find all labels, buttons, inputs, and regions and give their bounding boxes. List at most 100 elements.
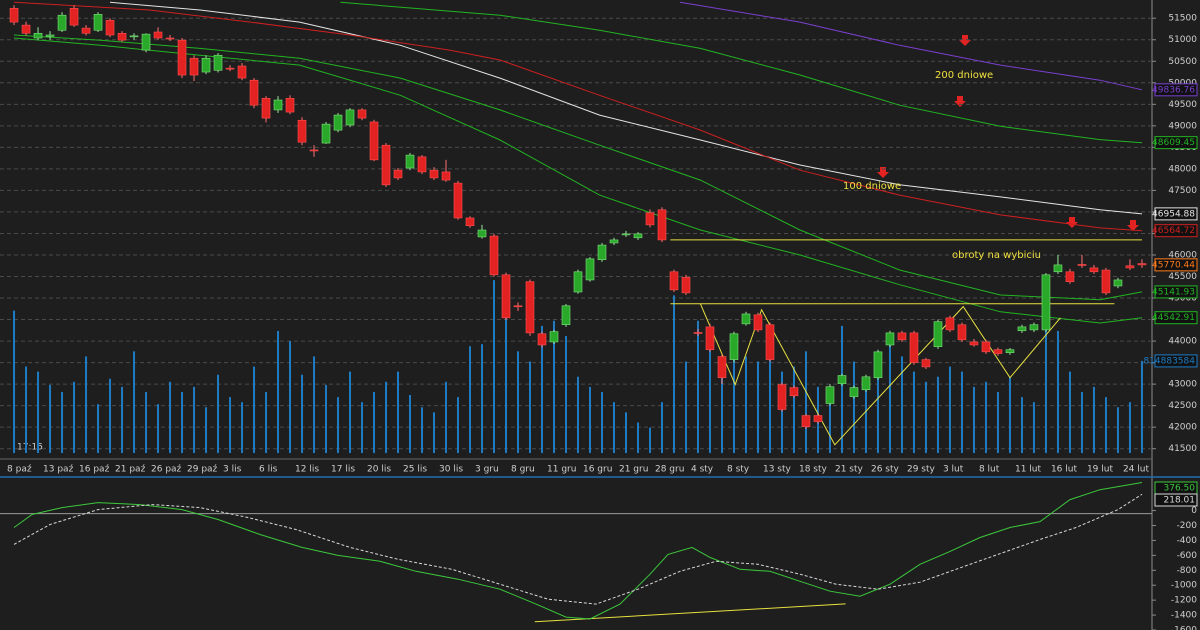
line (13, 34, 1143, 301)
candle-body (225, 67, 235, 70)
volume-bar (529, 361, 532, 453)
volume-bar (1044, 320, 1047, 453)
x-tick-label: 20 lis (367, 465, 391, 475)
candle-body (729, 333, 739, 360)
volume-bar (205, 407, 208, 453)
y-tick-label: 50500 (1168, 57, 1197, 67)
candle-body (1017, 326, 1027, 332)
volume-bar (505, 315, 508, 453)
volume-bar (768, 336, 771, 453)
volume-bar (337, 397, 340, 453)
candle-body (609, 239, 619, 244)
candle-body (585, 258, 595, 281)
volume-bar (397, 371, 400, 453)
volume-bar (1032, 402, 1035, 453)
candle-body (285, 97, 295, 113)
volume-bar (924, 381, 927, 453)
annotation: 100 dniowe (843, 181, 901, 192)
candle-body (129, 35, 139, 38)
candle-body (297, 119, 307, 143)
candle-body (105, 20, 115, 36)
volume-bar (828, 391, 831, 453)
line (340, 1, 1143, 144)
volume-bar (193, 386, 196, 453)
candle-body (1005, 349, 1015, 353)
volume-bar (864, 376, 867, 453)
candle-body (81, 27, 91, 34)
value-box (1154, 224, 1198, 238)
x-tick-label: 19 lut (1087, 465, 1114, 475)
candle-body (1053, 264, 1063, 273)
volume-bar (157, 404, 160, 453)
x-tick-label: 6 lis (259, 465, 278, 475)
y-tick-label: -400 (1177, 536, 1198, 546)
candle-body (945, 317, 955, 331)
x-tick-label: 16 gru (583, 465, 612, 475)
x-tick-label: 4 sty (691, 465, 714, 475)
x-tick-label: 21 paź (115, 465, 146, 475)
y-tick-label: 45000 (1168, 294, 1197, 304)
volume-bar (445, 381, 448, 453)
arrows (877, 35, 1139, 231)
candle-body (993, 349, 1003, 354)
volume-bar (61, 391, 64, 453)
candle-body (525, 281, 535, 334)
x-tick-label: 3 lut (943, 465, 964, 475)
volume-bar (672, 295, 675, 453)
volume-bar (984, 381, 987, 453)
volume-bar (708, 341, 711, 453)
candle-body (825, 386, 835, 404)
y-tick-label: -800 (1177, 566, 1198, 576)
candle-body (345, 109, 355, 126)
candle-body (1077, 264, 1087, 266)
candle-body (597, 244, 607, 261)
volume-bar (469, 346, 472, 453)
volume-bar (912, 371, 915, 453)
volume-bar (433, 412, 436, 453)
x-tick-label: 16 paź (79, 465, 110, 475)
value-box-label: 46954.88 (1152, 209, 1195, 219)
y-tick-label: -1000 (1171, 581, 1197, 591)
candle-body (573, 271, 583, 293)
volume-bar (684, 361, 687, 453)
candle-body (501, 274, 511, 319)
arrow (877, 167, 889, 178)
line (13, 37, 1143, 324)
volume-bar (73, 381, 76, 453)
candle-body (237, 65, 247, 79)
volume-bar (936, 376, 939, 453)
x-tick-label: 21 sty (835, 465, 864, 475)
volume-bar (493, 280, 496, 453)
volume-bar (565, 336, 568, 453)
x-tick-label: 18 sty (799, 465, 828, 475)
candle-body (693, 332, 703, 334)
x-tick-label: 28 gru (655, 465, 684, 475)
candle-body (465, 217, 475, 227)
y-tick-label: -200 (1177, 521, 1198, 531)
volume-bar (1020, 397, 1023, 453)
candle-body (969, 341, 979, 346)
volume-bar (900, 356, 903, 453)
candle-body (789, 387, 799, 397)
value-box-label: 44542.91 (1152, 313, 1195, 323)
candle-body (21, 24, 31, 34)
candle-body (489, 235, 499, 276)
volume-bar (1116, 407, 1119, 453)
candle-body (885, 332, 895, 346)
candle-body (177, 39, 187, 76)
y-tick-label: 42500 (1168, 401, 1197, 411)
candle-body (213, 54, 223, 71)
volume-bar (1104, 397, 1107, 453)
candle-body (561, 305, 571, 326)
x-tick-label: 11 gru (547, 465, 576, 475)
volume-bar (241, 402, 244, 453)
candle-body (957, 324, 967, 341)
volume-bar (756, 361, 759, 453)
y-tick-label: 46000 (1168, 250, 1197, 260)
line (13, 493, 1143, 605)
x-tick-label: 30 lis (439, 465, 463, 475)
y-tick-label: 44000 (1168, 337, 1197, 347)
arrow (1127, 220, 1139, 231)
x-tick-label: 8 sty (727, 465, 750, 475)
